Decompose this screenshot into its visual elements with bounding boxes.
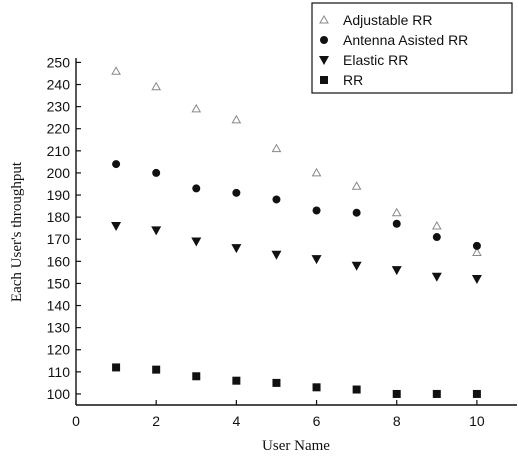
x-tick-label: 8 [393,413,401,429]
data-point [312,206,321,215]
legend-entry-label: Adjustable RR [343,12,433,28]
data-point [152,365,161,374]
data-point [232,376,241,385]
legend-box [311,2,513,94]
y-axis-title: Each User's throughput [9,161,25,302]
data-point [112,363,121,372]
legend-marker [319,14,329,24]
x-tick-label: 2 [152,413,160,429]
y-tick-label: 200 [47,165,71,181]
y-tick-label: 190 [47,187,71,203]
y-tick-label: 130 [47,320,71,336]
data-point [111,221,122,231]
data-point [392,389,401,398]
data-point [231,114,242,124]
data-point [392,219,401,228]
y-tick-label: 170 [47,231,71,247]
data-point [472,389,481,398]
data-point [111,66,121,75]
data-point [271,250,282,260]
y-tick-label: 230 [47,99,71,115]
data-point [311,255,322,265]
data-point [472,247,482,256]
x-tick-label: 0 [72,413,80,429]
legend-entry-label: Antenna Asisted RR [343,32,468,48]
y-tick-label: 160 [47,253,71,269]
data-point [152,168,161,177]
series-adjustable-rr [111,66,482,256]
series-antenna-asisted-rr [112,160,481,250]
data-point [431,272,442,282]
data-point [432,389,441,398]
x-axis-title: User Name [262,438,330,454]
x-tick-label: 4 [232,413,240,429]
data-point [231,244,242,254]
y-tick-label: 180 [47,209,71,225]
data-point [391,266,402,276]
y-tick-label: 110 [48,364,71,380]
x-tick-label: 10 [469,413,485,429]
data-point [151,81,162,91]
series-rr [112,363,481,398]
data-points [111,66,482,398]
legend-marker [320,76,328,84]
data-point [232,188,241,197]
data-point [432,233,441,242]
y-tick-label: 100 [47,386,71,402]
data-point [112,160,121,169]
y-tick-label: 220 [47,121,71,137]
data-point [191,103,202,113]
legend-marker [319,56,329,65]
legend-entry-label: Elastic RR [343,52,408,68]
data-point [351,261,362,271]
data-point [351,181,362,190]
data-point [352,208,361,217]
data-point [191,237,202,247]
data-point [271,143,282,153]
data-point [192,372,201,381]
data-point [272,378,281,387]
y-tick-label: 140 [47,298,71,314]
y-tick-label: 250 [47,54,71,70]
data-point [311,167,322,177]
legend-entry-label: RR [343,72,363,88]
legend: Adjustable RR Antenna Asisted RR Elastic R… [311,2,513,94]
data-point [272,195,281,204]
data-point [312,383,321,392]
x-tick-label: 6 [313,413,321,429]
data-point [391,207,402,217]
data-point [471,275,482,285]
y-tick-label: 210 [47,143,71,159]
y-tick-label: 240 [47,77,71,93]
x-axis-ticks: 0 2 4 6 8 10 [72,400,485,429]
legend-marker [320,36,328,44]
data-point [472,241,481,250]
y-axis-ticks: 100 110 120 130 140 150 160 170 180 190 200 210 220 2… [47,54,81,402]
data-point [192,184,201,193]
data-point [151,226,162,236]
data-point [352,385,361,394]
data-point [431,220,442,230]
axes [75,58,517,406]
y-tick-label: 120 [47,342,71,358]
y-tick-label: 150 [47,275,71,291]
series-elastic-rr [111,221,482,285]
